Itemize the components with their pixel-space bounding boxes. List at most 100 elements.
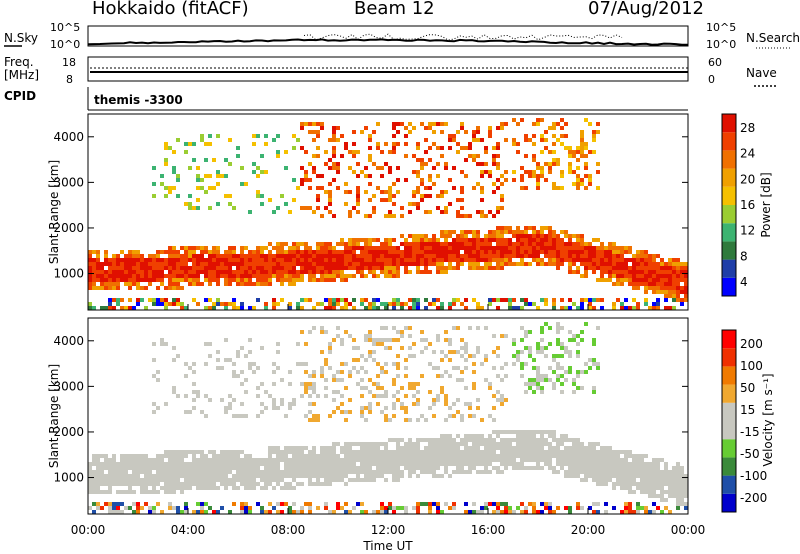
nsearch-trace bbox=[303, 33, 623, 41]
heatmap-cell bbox=[628, 502, 632, 506]
heatmap-cell bbox=[268, 502, 272, 506]
heatmap-cell bbox=[680, 302, 684, 306]
heatmap-cell bbox=[332, 270, 336, 274]
heatmap-cell bbox=[356, 242, 360, 246]
heatmap-cell bbox=[96, 274, 100, 278]
heatmap-cell bbox=[456, 378, 460, 382]
heatmap-cell bbox=[340, 370, 344, 374]
heatmap-cell bbox=[584, 142, 588, 146]
heatmap-cell bbox=[256, 254, 260, 258]
heatmap-cell bbox=[348, 238, 352, 242]
heatmap-cell bbox=[452, 366, 456, 370]
heatmap-cell bbox=[228, 254, 232, 258]
heatmap-cell bbox=[328, 450, 332, 454]
heatmap-cell bbox=[188, 258, 192, 262]
heatmap-cell bbox=[308, 506, 312, 510]
heatmap-cell bbox=[200, 258, 204, 262]
heatmap-cell bbox=[124, 466, 128, 470]
heatmap-cell bbox=[552, 438, 556, 442]
heatmap-cell bbox=[268, 446, 272, 450]
heatmap-cell bbox=[208, 298, 212, 302]
heatmap-cell bbox=[276, 278, 280, 282]
heatmap-cell bbox=[396, 122, 400, 126]
heatmap-cell bbox=[176, 298, 180, 302]
heatmap-cell bbox=[120, 274, 124, 278]
heatmap-cell bbox=[672, 478, 676, 482]
heatmap-cell bbox=[212, 482, 216, 486]
heatmap-cell bbox=[480, 438, 484, 442]
heatmap-cell bbox=[596, 130, 600, 134]
heatmap-cell bbox=[288, 258, 292, 262]
heatmap-cell bbox=[324, 150, 328, 154]
heatmap-cell bbox=[308, 122, 312, 126]
heatmap-cell bbox=[100, 286, 104, 290]
heatmap-cell bbox=[340, 450, 344, 454]
freq-tick-top: 18 bbox=[62, 56, 76, 69]
heatmap-cell bbox=[492, 418, 496, 422]
heatmap-cell bbox=[276, 474, 280, 478]
heatmap-cell bbox=[564, 250, 568, 254]
heatmap-cell bbox=[380, 506, 384, 510]
heatmap-cell bbox=[128, 262, 132, 266]
heatmap-cell bbox=[548, 150, 552, 154]
heatmap-cell bbox=[108, 270, 112, 274]
heatmap-cell bbox=[248, 262, 252, 266]
heatmap-cell bbox=[652, 302, 656, 306]
heatmap-cell bbox=[192, 382, 196, 386]
heatmap-cell bbox=[92, 510, 96, 514]
heatmap-cell bbox=[428, 454, 432, 458]
heatmap-cell bbox=[292, 278, 296, 282]
heatmap-cell bbox=[340, 506, 344, 510]
heatmap-cell bbox=[472, 266, 476, 270]
heatmap-cell bbox=[440, 438, 444, 442]
heatmap-cell bbox=[272, 266, 276, 270]
heatmap-cell bbox=[408, 242, 412, 246]
heatmap-cell bbox=[436, 446, 440, 450]
heatmap-cell bbox=[300, 450, 304, 454]
heatmap-cell bbox=[272, 478, 276, 482]
heatmap-cell bbox=[216, 478, 220, 482]
heatmap-cell bbox=[440, 302, 444, 306]
heatmap-cell bbox=[272, 402, 276, 406]
heatmap-cell bbox=[332, 510, 336, 514]
heatmap-cell bbox=[536, 262, 540, 266]
heatmap-cell bbox=[496, 502, 500, 506]
heatmap-cell bbox=[248, 486, 252, 490]
heatmap-cell bbox=[228, 258, 232, 262]
heatmap-cell bbox=[276, 406, 280, 410]
heatmap-cell bbox=[112, 274, 116, 278]
heatmap-cell bbox=[536, 442, 540, 446]
heatmap-cell bbox=[376, 246, 380, 250]
heatmap-cell bbox=[104, 254, 108, 258]
heatmap-cell bbox=[336, 470, 340, 474]
heatmap-cell bbox=[580, 302, 584, 306]
colorbar-segment bbox=[722, 402, 736, 421]
heatmap-cell bbox=[272, 370, 276, 374]
heatmap-cell bbox=[488, 454, 492, 458]
heatmap-cell bbox=[192, 246, 196, 250]
heatmap-cell bbox=[404, 458, 408, 462]
heatmap-cell bbox=[224, 266, 228, 270]
y-tick-label: 1000 bbox=[53, 267, 84, 281]
heatmap-cell bbox=[200, 478, 204, 482]
heatmap-cell bbox=[316, 454, 320, 458]
heatmap-cell bbox=[284, 474, 288, 478]
heatmap-cell bbox=[572, 258, 576, 262]
heatmap-cell bbox=[408, 334, 412, 338]
heatmap-cell bbox=[360, 298, 364, 302]
heatmap-cell bbox=[172, 186, 176, 190]
heatmap-cell bbox=[668, 270, 672, 274]
heatmap-cell bbox=[572, 442, 576, 446]
heatmap-cell bbox=[192, 458, 196, 462]
heatmap-cell bbox=[476, 510, 480, 514]
heatmap-cell bbox=[200, 466, 204, 470]
heatmap-cell bbox=[180, 262, 184, 266]
heatmap-cell bbox=[144, 466, 148, 470]
heatmap-cell bbox=[568, 446, 572, 450]
heatmap-cell bbox=[100, 278, 104, 282]
heatmap-cell bbox=[372, 478, 376, 482]
heatmap-cell bbox=[408, 326, 412, 330]
heatmap-cell bbox=[548, 378, 552, 382]
heatmap-cell bbox=[500, 454, 504, 458]
heatmap-cell bbox=[276, 470, 280, 474]
